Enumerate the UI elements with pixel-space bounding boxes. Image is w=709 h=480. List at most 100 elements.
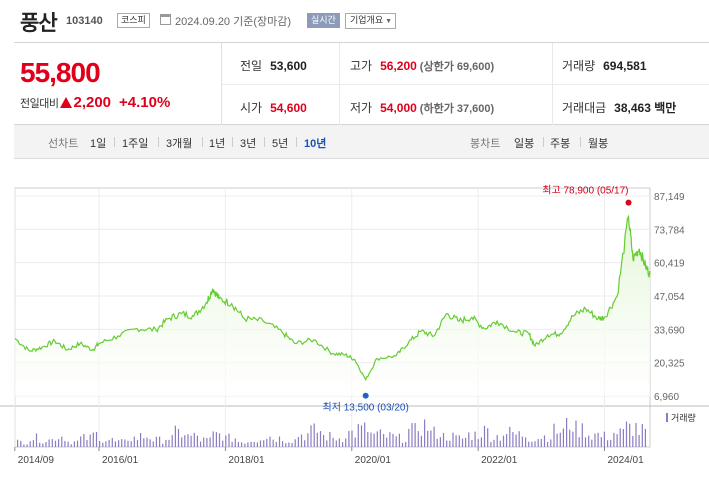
volume-bar — [304, 440, 306, 447]
volume-bar — [32, 440, 34, 447]
stat-value: 694,581 — [603, 59, 647, 73]
upper-limit: (상한가 69,600) — [419, 61, 495, 73]
volume-bar — [525, 437, 527, 447]
period-5y[interactable]: 5년 — [272, 138, 289, 150]
volume-bar — [603, 431, 605, 447]
volume-bar — [282, 441, 284, 447]
volume-bar — [307, 433, 309, 447]
stat-prev-close: 전일 53,600 — [240, 57, 307, 74]
volume-bar — [288, 442, 290, 447]
volume-bar — [584, 437, 587, 447]
stock-name: 풍산 — [20, 12, 58, 35]
volume-bar — [329, 431, 331, 447]
stat-value: 56,200 — [380, 59, 417, 73]
volume-bar — [108, 439, 110, 447]
volume-bar — [518, 431, 520, 447]
price-chart[interactable]: 87,149 73,784 60,419 47,054 33,690 20,325 6,96… — [0, 160, 709, 480]
volume-bar — [619, 428, 621, 447]
x-tick-label: 2020/01 — [355, 455, 392, 466]
volume-bar — [436, 438, 438, 447]
stat-label: 전일 — [240, 59, 263, 73]
realtime-badge[interactable]: 실시간 — [307, 13, 340, 28]
volume-bar — [193, 432, 195, 447]
volume-bar — [35, 433, 38, 447]
period-1w[interactable]: 1주일 — [122, 138, 149, 150]
lower-limit: (하한가 37,600) — [419, 103, 495, 115]
volume-bar — [496, 435, 498, 447]
up-triangle-icon — [60, 97, 73, 108]
volume-bar — [370, 432, 372, 447]
volume-bar — [569, 429, 571, 447]
period-3m[interactable]: 3개월 — [166, 138, 193, 150]
change-row: 전일대비 2,200 +4.10% — [20, 94, 170, 111]
volume-bar — [323, 435, 325, 447]
volume-bar — [200, 441, 202, 447]
volume-bar — [405, 442, 407, 447]
volume-bar — [392, 433, 394, 447]
price-area — [15, 216, 650, 396]
volume-bar — [225, 435, 227, 447]
quote-date: 2024.09.20 기준(장마감) — [175, 16, 292, 28]
volume-bar — [629, 423, 631, 447]
volume-bar — [632, 435, 634, 447]
divider — [202, 137, 203, 147]
corp-info-button[interactable]: 기업개요 ▼ — [345, 13, 397, 29]
volume-bar — [300, 434, 303, 447]
candle-monthly[interactable]: 월봉 — [588, 138, 609, 150]
volume-bar — [559, 432, 561, 447]
divider — [264, 137, 265, 147]
max-marker — [625, 199, 632, 206]
period-1d[interactable]: 1일 — [90, 138, 107, 150]
calendar-icon — [160, 14, 171, 25]
volume-bar — [566, 418, 568, 447]
volume-bar — [136, 440, 139, 447]
volume-bar — [386, 437, 388, 447]
volume-bar — [534, 441, 536, 447]
volume-bar — [181, 437, 183, 447]
volume-bar — [506, 434, 508, 447]
volume-bar — [499, 440, 501, 447]
volume-bar — [42, 443, 44, 447]
volume-bar — [143, 438, 145, 447]
period-10y[interactable]: 10년 — [304, 138, 327, 150]
volume-bar — [146, 437, 148, 447]
volume-bar — [373, 433, 375, 447]
volume-bar — [528, 441, 530, 447]
stat-label: 거래량 — [562, 59, 596, 73]
volume-bar — [187, 434, 189, 447]
volume-bar — [433, 426, 435, 447]
volume-bar — [165, 439, 167, 447]
chevron-down-icon: ▼ — [385, 18, 393, 25]
volume-bar — [644, 428, 646, 447]
volume-bar — [550, 439, 552, 447]
volume-bar — [114, 441, 116, 447]
candle-daily[interactable]: 일봉 — [514, 138, 535, 150]
volume-bar — [313, 423, 315, 447]
volume-bar — [64, 441, 66, 447]
price-box: 55,800 전일대비 2,200 +4.10% — [14, 43, 222, 125]
volume-bar — [635, 422, 637, 447]
volume-bar — [458, 435, 460, 447]
volume-bar — [449, 440, 451, 447]
stat-low: 저가 54,000 (하한가 37,600) — [350, 99, 494, 116]
volume-bar — [442, 433, 445, 447]
volume-bar — [244, 443, 246, 447]
volume-bar — [203, 437, 205, 447]
volume-bar — [625, 421, 628, 447]
period-1y[interactable]: 1년 — [209, 138, 226, 150]
volume-bar — [215, 432, 217, 447]
period-3y[interactable]: 3년 — [240, 138, 257, 150]
volume-bar — [206, 438, 208, 447]
volume-bar — [471, 440, 473, 447]
volume-bar — [531, 441, 533, 447]
volume-bar — [351, 430, 353, 447]
volume-bar — [408, 428, 410, 447]
volume-bar — [367, 432, 369, 447]
divider — [158, 137, 159, 147]
x-tick-label: 2016/01 — [102, 455, 139, 466]
volume-bar — [168, 439, 170, 447]
candle-weekly[interactable]: 주봉 — [550, 138, 571, 150]
divider — [543, 137, 544, 147]
volume-bar — [613, 432, 615, 447]
volume-bar — [58, 439, 60, 447]
